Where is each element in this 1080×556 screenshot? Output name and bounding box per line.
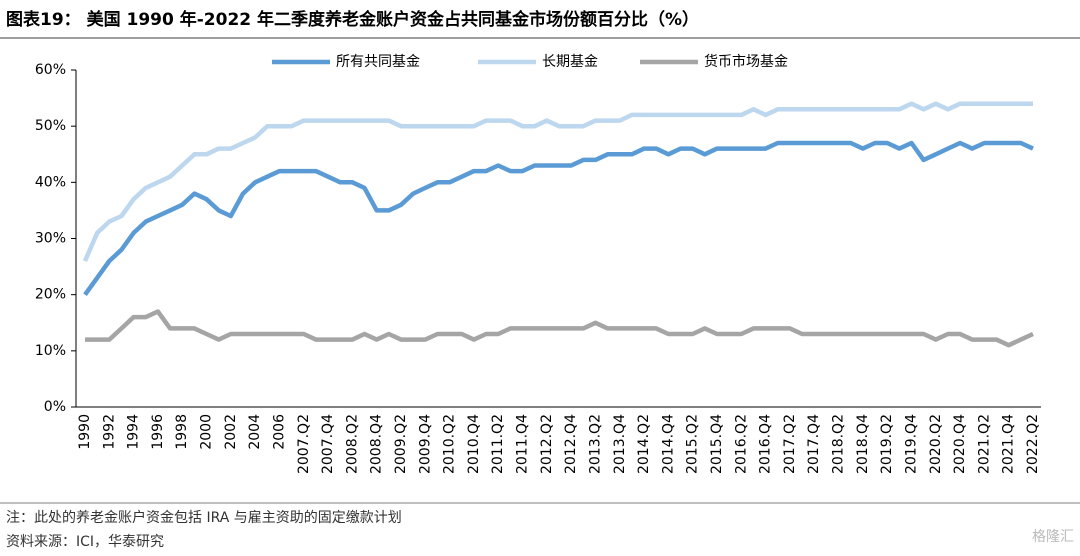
x-tick-label: 2019.Q2 (879, 414, 895, 474)
x-tick-label: 2007.Q4 (320, 414, 336, 474)
x-tick-label: 2017.Q4 (806, 414, 822, 474)
x-tick-label: 2010.Q4 (466, 414, 482, 474)
x-tick-label: 2008.Q4 (369, 414, 385, 474)
x-tick-label: 2012.Q4 (563, 414, 579, 474)
x-tick-label: 2021.Q4 (1001, 414, 1017, 474)
x-tick-label: 2020.Q2 (928, 414, 944, 474)
x-tick-label: 2021.Q2 (976, 414, 992, 474)
x-tick-label: 2017.Q2 (782, 414, 798, 474)
legend-label: 长期基金 (542, 53, 598, 70)
x-tick-label: 1998 (174, 414, 190, 450)
x-tick-label: 2006 (271, 414, 287, 450)
y-tick-label: 0% (44, 399, 66, 415)
x-tick-label: 1992 (101, 414, 117, 450)
x-tick-label: 2002 (223, 414, 239, 450)
x-tick-label: 2013.Q2 (587, 414, 603, 474)
x-tick-label: 2010.Q2 (442, 414, 458, 474)
y-tick-label: 50% (35, 118, 66, 134)
x-tick-label: 2000 (199, 414, 215, 450)
y-tick-label: 10% (35, 343, 66, 359)
x-tick-label: 2012.Q2 (539, 414, 555, 474)
x-tick-label: 2007.Q2 (296, 414, 312, 474)
x-tick-label: 2013.Q4 (612, 414, 628, 474)
x-tick-label: 2011.Q4 (515, 414, 531, 474)
x-tick-label: 1994 (126, 414, 142, 450)
x-tick-label: 2018.Q2 (831, 414, 847, 474)
x-tick-label: 2014.Q2 (636, 414, 652, 474)
y-tick-label: 60% (35, 62, 66, 78)
x-tick-label: 2004 (247, 414, 263, 450)
y-tick-label: 20% (35, 287, 66, 303)
source: 资料来源：ICI，华泰研究 (6, 534, 164, 550)
x-tick-label: 2011.Q2 (490, 414, 506, 474)
x-tick-label: 1990 (77, 414, 93, 450)
x-tick-label: 2022.Q2 (1025, 414, 1041, 474)
x-tick-label: 2016.Q2 (733, 414, 749, 474)
x-tick-label: 2009.Q2 (393, 414, 409, 474)
legend-label: 货币市场基金 (704, 53, 788, 70)
series-line (83, 140, 1034, 297)
chart-title: 图表19： 美国 1990 年-2022 年二季度养老金账户资金占共同基金市场份… (6, 9, 699, 30)
y-tick-label: 30% (35, 231, 66, 247)
x-tick-label: 2015.Q4 (709, 414, 725, 474)
series-line (85, 309, 1034, 348)
x-tick-label: 2014.Q4 (660, 414, 676, 474)
x-tick-label: 2009.Q4 (417, 414, 433, 474)
x-tick-label: 2020.Q4 (952, 414, 968, 474)
x-tick-label: 2016.Q4 (758, 414, 774, 474)
x-tick-label: 2019.Q4 (903, 414, 919, 474)
x-tick-label: 2018.Q4 (855, 414, 871, 474)
y-tick-label: 40% (35, 174, 66, 190)
series-line (82, 101, 1033, 262)
x-tick-label: 2008.Q2 (344, 414, 360, 474)
watermark: 格隆汇 (1032, 529, 1074, 545)
note: 注：此处的养老金账户资金包括 IRA 与雇主资助的固定缴款计划 (6, 509, 402, 526)
legend-label: 所有共同基金 (336, 53, 420, 70)
x-tick-label: 2015.Q2 (685, 414, 701, 474)
x-tick-label: 1996 (150, 414, 166, 450)
